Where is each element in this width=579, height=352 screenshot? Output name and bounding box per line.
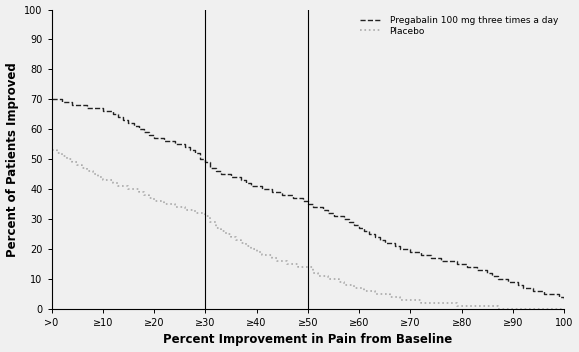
- Pregabalin 100 mg three times a day: [84, 106, 91, 111]
- Placebo: [48, 148, 55, 152]
- Placebo: [84, 169, 91, 173]
- Y-axis label: Percent of Patients Improved: Percent of Patients Improved: [6, 62, 19, 257]
- Pregabalin 100 mg three times a day: [284, 193, 291, 197]
- Placebo: [494, 307, 501, 311]
- Legend: Pregabalin 100 mg three times a day, Placebo: Pregabalin 100 mg three times a day, Pla…: [358, 14, 560, 37]
- Pregabalin 100 mg three times a day: [48, 97, 55, 101]
- Placebo: [433, 301, 439, 305]
- Placebo: [561, 307, 568, 311]
- Placebo: [284, 262, 291, 266]
- Placebo: [176, 205, 183, 209]
- Pregabalin 100 mg three times a day: [561, 298, 568, 302]
- Pregabalin 100 mg three times a day: [433, 256, 439, 260]
- Placebo: [356, 286, 362, 290]
- X-axis label: Percent Improvement in Pain from Baseline: Percent Improvement in Pain from Baselin…: [163, 333, 453, 346]
- Placebo: [407, 298, 414, 302]
- Pregabalin 100 mg three times a day: [176, 142, 183, 146]
- Line: Pregabalin 100 mg three times a day: Pregabalin 100 mg three times a day: [52, 99, 565, 300]
- Line: Placebo: Placebo: [52, 150, 565, 309]
- Pregabalin 100 mg three times a day: [407, 250, 414, 254]
- Pregabalin 100 mg three times a day: [356, 226, 362, 230]
